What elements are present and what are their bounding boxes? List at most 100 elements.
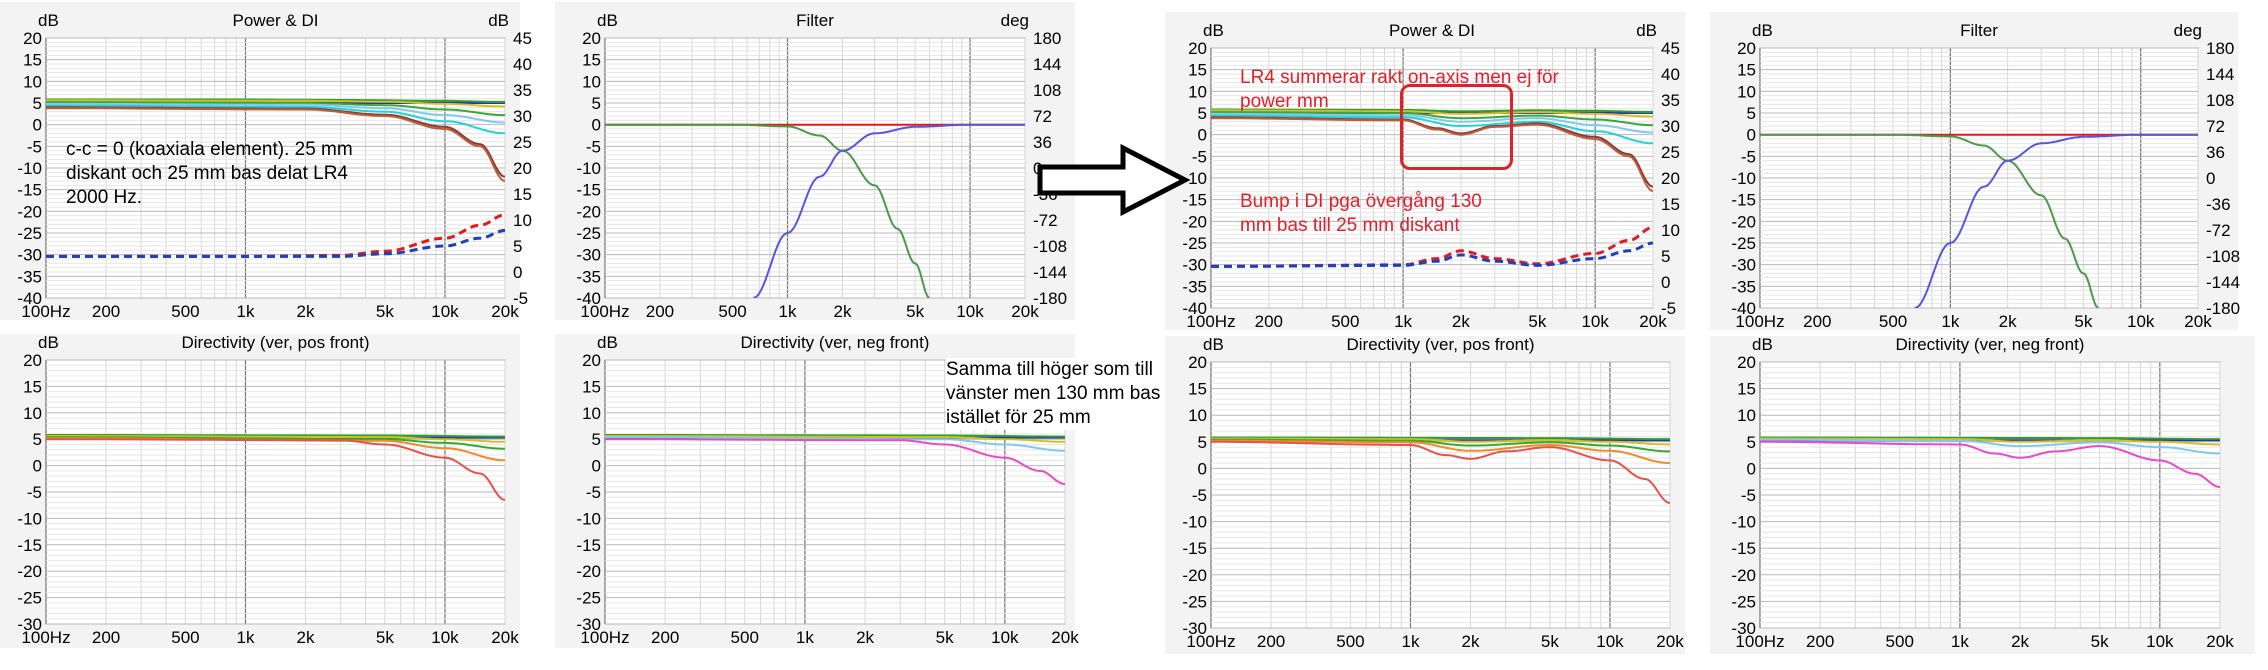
x-tick-label: 10k [991,628,1019,647]
y2-tick-label: 5 [513,237,522,256]
y-tick-label: 5 [33,430,42,449]
highlight-box [1400,84,1513,170]
x-tick-label: 1k [779,302,797,321]
series-line [1211,109,1653,118]
y-tick-label: 10 [1737,406,1756,425]
series-line [1211,440,1670,504]
x-tick-label: 10k [2146,632,2174,651]
y-tick-label: -30 [1731,256,1756,275]
series-group [1760,133,2198,308]
x-tick-label: 20k [491,628,519,647]
y-tick-label: 0 [1198,459,1207,478]
y-tick-label: 15 [1737,380,1756,399]
x-tick-label: 100Hz [21,628,70,647]
series-line [46,436,505,450]
x-tick-label: 200 [92,302,120,321]
x-tick-label: 100Hz [1186,312,1235,331]
y-tick-label: -20 [576,562,601,581]
y2-tick-label: 36 [1033,133,1052,152]
series-group [46,434,505,501]
y-tick-label: 15 [23,377,42,396]
x-tick-label: 200 [1803,312,1831,331]
series-line [46,435,505,443]
annotation-line: 2000 Hz. [66,187,143,208]
y-tick-label: -15 [1182,539,1207,558]
y-tick-label: 0 [33,116,42,135]
y2-tick-label: -72 [2206,221,2231,240]
y2-tick-label: 108 [2206,91,2234,110]
y-tick-label: 10 [1737,82,1756,101]
y2-tick-label: 144 [2206,65,2234,84]
y-tick-label: -10 [17,509,42,528]
x-tick-label: 5k [2074,312,2092,331]
y-tick-label: -10 [576,159,601,178]
grid [604,37,1026,299]
annotation-line: mm bas till 25 mm diskant [1240,215,1460,236]
x-tick-label: 100Hz [1735,632,1784,651]
y-tick-label: -10 [1731,169,1756,188]
x-tick-label: 2k [1999,312,2017,331]
y2-tick-label: 20 [513,159,532,178]
series-line [1211,437,1670,446]
annotation-lr4: LR4 summerar rakt on-axis men ej för pow… [1240,66,1559,114]
x-tick-label: 5k [1541,632,1559,651]
series-line [46,434,505,438]
y-tick-label: -25 [1182,234,1207,253]
chart-title: Filter [1960,21,1998,40]
y-tick-label: 0 [1747,126,1756,145]
y2-tick-label: 30 [1661,117,1680,136]
x-tick-label: 20k [2184,312,2212,331]
y-tick-label: -30 [576,615,601,634]
annotation-line: power mm [1240,91,1329,112]
series-line [605,436,1065,452]
y-tick-label: 10 [582,404,601,423]
x-tick-label: 1k [236,628,254,647]
annotation-line: Samma till höger som till [946,359,1153,380]
series-line [1760,436,2220,441]
y-tick-label: -20 [1182,212,1207,231]
x-tick-label: 5k [906,302,924,321]
series-line [605,434,1065,438]
y-tick-label: -25 [17,224,42,243]
y-tick-label: 10 [23,72,42,91]
right-arrow-icon [1037,143,1191,217]
grid [45,359,506,625]
x-tick-label: 10k [1581,312,1609,331]
y2-tick-label: 180 [1033,29,1061,48]
series-line [1211,114,1653,145]
series-line [46,98,505,104]
y-tick-label: 5 [1198,433,1207,452]
y-tick-label: -5 [1741,147,1756,166]
y-tick-label: 20 [23,351,42,370]
y-tick-label: 15 [582,51,601,70]
y-axis-unit: dB [597,11,618,30]
y-tick-label: -15 [576,536,601,555]
y2-tick-label: 72 [1033,107,1052,126]
y-tick-label: 5 [1747,104,1756,123]
y-tick-label: 10 [1188,82,1207,101]
series-line [1760,437,2220,446]
y2-tick-label: 10 [513,211,532,230]
y-tick-label: -5 [27,483,42,502]
y-tick-label: -40 [17,289,42,308]
y-tick-label: -30 [1182,256,1207,275]
y-tick-label: -40 [1731,299,1756,318]
x-tick-label: 500 [171,628,199,647]
y-tick-label: -20 [17,202,42,221]
series-line [1211,111,1653,127]
x-tick-label: 200 [1257,632,1285,651]
y-tick-label: -10 [1731,513,1756,532]
y2-tick-label: 72 [2206,117,2225,136]
y2-tick-label: -144 [2206,273,2240,292]
chart-title: Filter [796,11,834,30]
y-tick-label: 20 [23,29,42,48]
series-line [1211,439,1670,465]
x-tick-label: 100Hz [1735,312,1784,331]
y2-tick-label: 45 [1661,39,1680,58]
series-group [1211,108,1653,268]
x-tick-label: 10k [1596,632,1624,651]
x-tick-label: 1k [796,628,814,647]
annotation-same: Samma till höger som till vänster men 13… [946,358,1161,430]
x-tick-label: 500 [1336,632,1364,651]
